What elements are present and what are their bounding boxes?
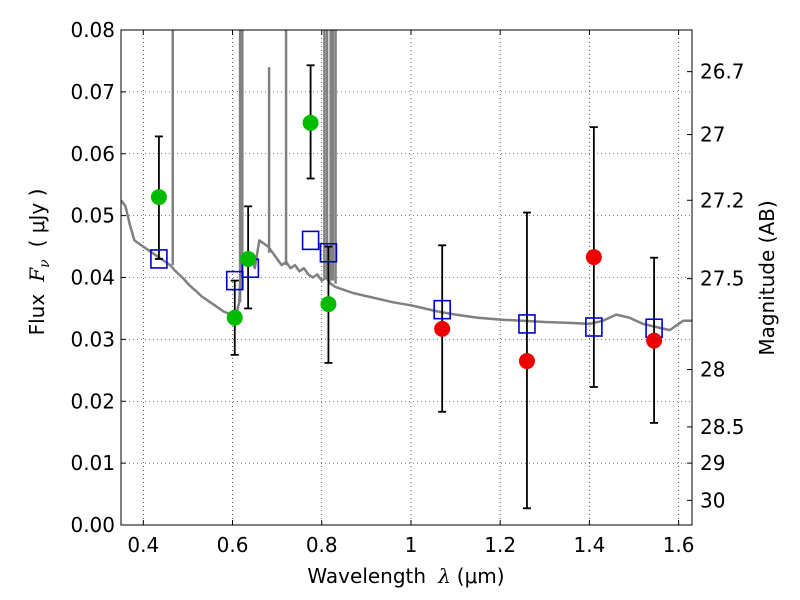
y-tick-label: 0.08 — [70, 18, 115, 42]
observed-point — [150, 189, 167, 206]
y-tick-label: 0.07 — [70, 80, 115, 104]
model-photometry-square — [150, 249, 168, 269]
y-tick-label: 0.01 — [70, 451, 115, 475]
spectrum-line — [121, 199, 692, 332]
x-tick-label: 0.4 — [127, 533, 159, 557]
y2-tick-label: 26.7 — [700, 60, 745, 84]
y2-tick-label: 30 — [700, 488, 725, 512]
observed-point — [240, 250, 257, 267]
x-tick-label: 1.2 — [484, 533, 516, 557]
y2-tick-label: 28 — [700, 358, 725, 382]
y2-tick-label: 29 — [700, 451, 725, 475]
y2-tick-label: 28.5 — [700, 415, 745, 439]
x-tick-label: 1.4 — [573, 533, 605, 557]
observed-point — [646, 332, 663, 349]
observed-point — [320, 296, 337, 313]
observed-point — [226, 309, 243, 326]
y-tick-label: 0.00 — [70, 513, 115, 537]
y2-tick-label: 27.5 — [700, 267, 745, 291]
markers — [150, 114, 663, 370]
axis-ticks: 0.4 0.6 0.8 1 1.2 1.4 1.6 0.00 0.01 0.02 0.03 0.04 0… — [70, 18, 744, 557]
observed-point — [434, 320, 451, 337]
x-tick-label: 0.8 — [306, 533, 338, 557]
model-photometry-square — [585, 317, 603, 337]
y2-tick-label: 27 — [700, 123, 725, 147]
observed-point — [585, 249, 602, 266]
grid — [121, 30, 692, 525]
observed-point — [302, 114, 319, 131]
spectrum — [121, 30, 692, 332]
y2-axis-title: Magnitude (AB) — [755, 200, 779, 355]
model-photometry-square — [225, 270, 244, 291]
observed-point — [518, 353, 535, 370]
y-tick-label: 0.04 — [70, 266, 115, 290]
model-photometry-square — [301, 230, 320, 251]
model-photometry-square — [319, 242, 338, 263]
x-tick-label: 1.6 — [663, 533, 695, 557]
model-photometry-square — [518, 314, 536, 334]
y2-tick-label: 27.2 — [700, 188, 745, 212]
x-tick-label: 0.6 — [217, 533, 249, 557]
x-axis-title: Wavelength λ (μm) — [307, 564, 504, 588]
y-axis-title: FluxFν( μJy ) — [25, 189, 53, 336]
x-tick-label: 1 — [405, 533, 418, 557]
model-photometry-square — [433, 299, 451, 320]
y-tick-label: 0.06 — [70, 142, 115, 166]
y-tick-label: 0.03 — [70, 327, 115, 351]
y-tick-label: 0.05 — [70, 204, 115, 228]
y-tick-label: 0.02 — [70, 389, 115, 413]
